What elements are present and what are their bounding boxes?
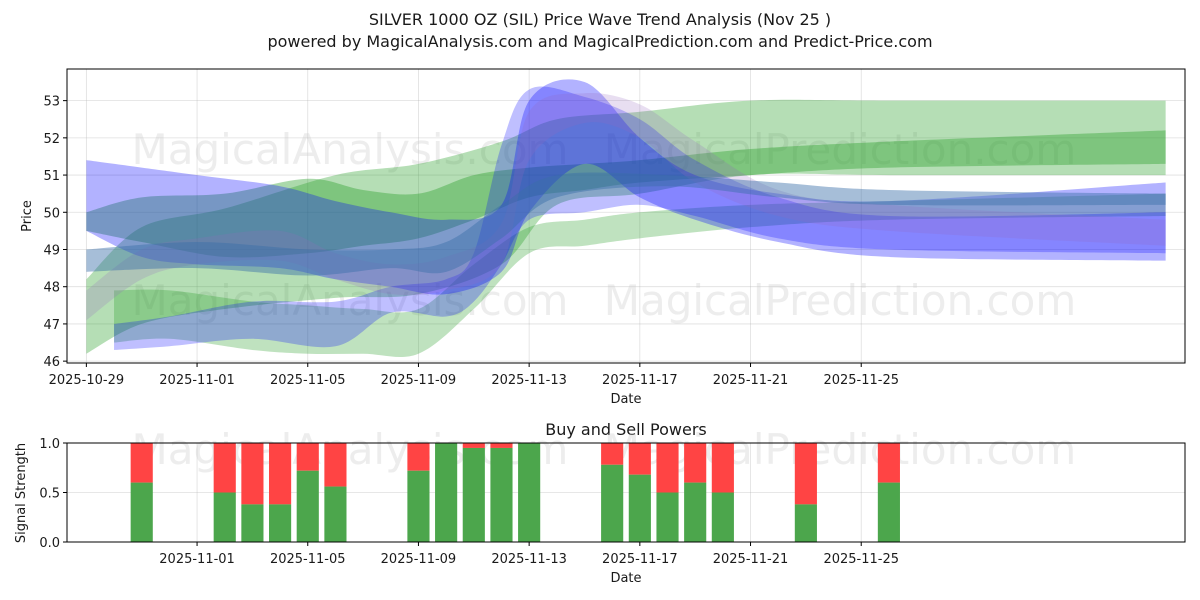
buy-sell-y-tick-label: 0.5: [39, 487, 60, 502]
buy-sell-x-tick-label: 2025-11-05: [270, 552, 346, 567]
sell-power-bar: [324, 443, 347, 487]
buy-sell-title: Buy and Sell Powers: [545, 420, 707, 439]
buy-sell-watermark: MagicalPrediction.com: [604, 425, 1077, 474]
price-y-ticks: 46 47 48 49 50 51 52 53: [43, 95, 67, 370]
buy-power-bar: [130, 482, 153, 542]
price-y-tick-label: 46: [43, 355, 60, 370]
price-watermark: MagicalAnalysis.com: [132, 276, 569, 325]
buy-sell-x-tick-label: 2025-11-21: [713, 552, 789, 567]
buy-power-bar: [213, 492, 236, 542]
price-watermark: MagicalPrediction.com: [604, 125, 1077, 174]
buy-power-bar: [877, 482, 900, 542]
price-watermark: MagicalAnalysis.com: [132, 125, 569, 174]
buy-power-bar: [711, 492, 734, 542]
buy-power-bar: [241, 504, 264, 542]
price-y-tick-label: 52: [43, 132, 60, 147]
price-x-tick-label: 2025-11-25: [823, 373, 899, 388]
sell-power-bar: [213, 443, 236, 493]
buy-power-bar: [269, 504, 292, 542]
buy-sell-y-tick-label: 1.0: [39, 437, 60, 452]
sell-power-bar: [794, 443, 817, 505]
sell-power-bar: [241, 443, 264, 505]
buy-power-bar: [684, 482, 707, 542]
buy-sell-x-axis-label: Date: [610, 571, 641, 586]
buy-sell-x-tick-label: 2025-11-13: [491, 552, 567, 567]
buy-power-bar: [296, 470, 319, 542]
price-y-tick-label: 53: [43, 95, 60, 110]
sell-power-bar: [711, 443, 734, 493]
blue-mid-band: [114, 86, 1166, 350]
price-y-tick-label: 47: [43, 318, 60, 333]
main-chart-title: SILVER 1000 OZ (SIL) Price Wave Trend An…: [369, 10, 831, 29]
price-bands: [86, 79, 1166, 358]
violet-band: [86, 92, 1166, 321]
sell-power-bar: [130, 443, 153, 483]
sell-power-bar: [269, 443, 292, 505]
green-wide-band: [86, 99, 1166, 354]
price-x-tick-label: 2025-11-05: [270, 373, 346, 388]
price-watermark: MagicalPrediction.com: [604, 276, 1077, 325]
buy-sell-x-tick-label: 2025-11-09: [381, 552, 457, 567]
buy-power-bar: [628, 474, 651, 542]
price-y-tick-label: 48: [43, 281, 60, 296]
buy-sell-chart: Buy and Sell Powers MagicalAnalysis.com M…: [14, 420, 1186, 586]
price-x-axis-label: Date: [610, 392, 641, 407]
buy-power-bar: [407, 470, 430, 542]
buy-power-bar: [518, 443, 541, 542]
price-y-tick-label: 50: [43, 206, 60, 221]
price-y-axis-label: Price: [20, 200, 35, 232]
price-x-tick-label: 2025-10-29: [49, 373, 125, 388]
sell-power-bar: [462, 443, 485, 448]
buy-sell-x-tick-label: 2025-11-17: [602, 552, 678, 567]
sell-power-bar: [877, 443, 900, 483]
sell-power-bar: [296, 443, 319, 471]
price-x-tick-label: 2025-11-21: [713, 373, 789, 388]
teal-band: [86, 172, 1166, 276]
buy-power-bar: [794, 504, 817, 542]
sell-power-bar: [684, 443, 707, 483]
buy-sell-bars: [130, 443, 900, 542]
blue-wide-band: [86, 79, 1166, 295]
price-y-tick-label: 49: [43, 243, 60, 258]
green-low-band: [114, 193, 1166, 358]
buy-power-bar: [601, 464, 624, 542]
price-watermarks: MagicalAnalysis.com MagicalPrediction.com…: [132, 125, 1077, 325]
sell-power-bar: [656, 443, 679, 493]
sell-power-bar: [490, 443, 513, 448]
green-mid-band: [86, 130, 1166, 258]
buy-sell-y-axis-label: Signal Strength: [14, 443, 29, 543]
buy-power-bar: [490, 447, 513, 542]
price-x-tick-label: 2025-11-13: [491, 373, 567, 388]
buy-sell-y-ticks: 0.0 0.5 1.0: [39, 437, 67, 551]
price-y-tick-label: 51: [43, 169, 60, 184]
price-x-tick-label: 2025-11-01: [159, 373, 235, 388]
sell-power-bar: [628, 443, 651, 475]
buy-power-bar: [462, 447, 485, 542]
price-x-tick-label: 2025-11-17: [602, 373, 678, 388]
price-grid: [67, 69, 1185, 363]
buy-power-bar: [324, 486, 347, 542]
buy-sell-x-tick-label: 2025-11-25: [823, 552, 899, 567]
buy-sell-x-ticks: 2025-11-01 2025-11-05 2025-11-09 2025-11-13…: [159, 542, 899, 567]
buy-sell-watermarks: MagicalAnalysis.com MagicalPrediction.com: [132, 425, 1077, 474]
price-wave-chart: MagicalAnalysis.com MagicalPrediction.com…: [20, 68, 1186, 407]
buy-power-bar: [656, 492, 679, 542]
buy-sell-x-tick-label: 2025-11-01: [159, 552, 235, 567]
buy-power-bar: [435, 443, 458, 542]
sell-power-bar: [601, 443, 624, 465]
price-x-tick-label: 2025-11-09: [381, 373, 457, 388]
price-axes-frame: [66, 68, 1186, 364]
price-x-ticks: 2025-10-29 2025-11-01 2025-11-05 2025-11-09…: [49, 363, 899, 388]
buy-sell-y-tick-label: 0.0: [39, 536, 60, 551]
main-chart-subtitle: powered by MagicalAnalysis.com and Magic…: [267, 32, 932, 51]
sell-power-bar: [407, 443, 430, 471]
